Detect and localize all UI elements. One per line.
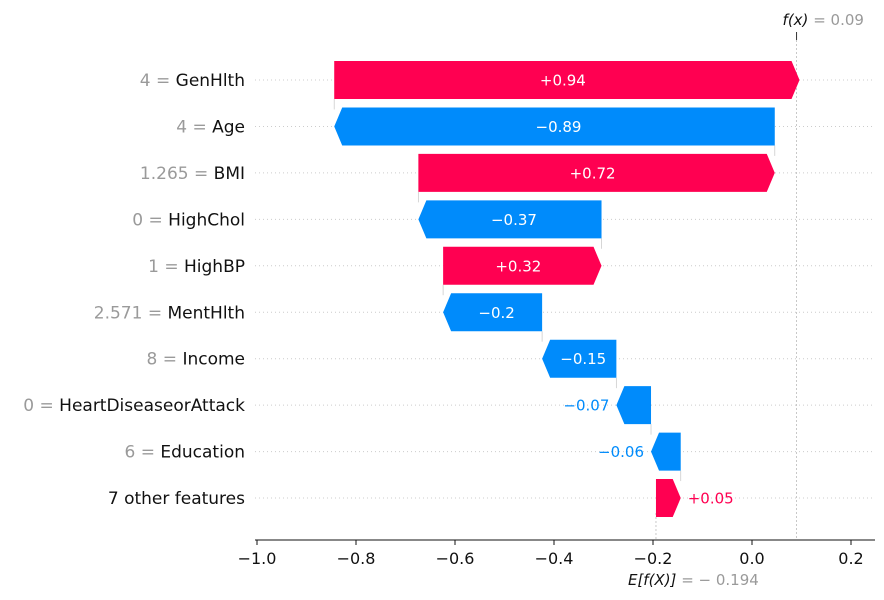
output-value-name: f(x) (783, 11, 809, 29)
feature-eq: = (151, 71, 176, 91)
feature-label: 6 = Education (124, 443, 245, 463)
feature-value: 4 (176, 117, 187, 137)
feature-label: 1 = HighBP (148, 257, 245, 277)
feature-eq: = (189, 164, 214, 184)
x-tick-label: −0.8 (337, 549, 376, 568)
bar-value-label: −0.89 (536, 118, 582, 136)
feature-value: 6 (124, 443, 135, 463)
feature-eq: = (157, 350, 182, 370)
feature-name: BMI (214, 164, 245, 184)
feature-name: HeartDiseaseorAttack (59, 396, 245, 416)
output-value-eq: = (808, 11, 830, 29)
x-tick-label: −1.0 (238, 549, 277, 568)
bar-value-label: +0.72 (570, 164, 616, 182)
feature-value: 2.571 (94, 303, 143, 323)
feature-name: Income (182, 350, 245, 370)
feature-eq: = (34, 396, 59, 416)
bar-value-label: −0.2 (478, 304, 514, 322)
x-tick-label: −0.2 (634, 549, 673, 568)
waterfall-bars: +0.94 −0.89 +0.72 −0.37 +0.32 −0.2 −0.15 −0.07 −… (334, 61, 800, 518)
feature-label: 4 = Age (176, 117, 245, 137)
x-axis: −1.0 −0.8 −0.6 −0.4 −0.2 0.0 0.2 (238, 539, 875, 568)
positive-bar (655, 479, 681, 518)
feature-value: 0 (132, 210, 143, 230)
positive-bar (418, 153, 775, 192)
feature-eq: = (143, 210, 168, 230)
feature-label: 8 = Income (147, 350, 245, 370)
feature-name: 7 other features (108, 489, 245, 509)
feature-label: 0 = HighChol (132, 210, 245, 230)
negative-bar (418, 200, 602, 239)
feature-value: 1.265 (140, 164, 189, 184)
output-value-label: f(x) = 0.09 (783, 11, 864, 29)
feature-label: 1.265 = BMI (140, 164, 245, 184)
feature-value: 0 (23, 396, 34, 416)
feature-eq: = (135, 443, 160, 463)
output-value-number: 0.09 (831, 11, 864, 29)
base-value-name: E[f(X)] (628, 571, 677, 589)
x-tick-label: −0.4 (535, 549, 574, 568)
bar-value-label: −0.37 (491, 211, 537, 229)
bar-value-label: −0.07 (563, 397, 609, 415)
x-tick-label: 0.0 (739, 549, 764, 568)
x-tick-label: −0.6 (436, 549, 475, 568)
feature-eq: = (142, 303, 167, 323)
feature-name: GenHlth (176, 71, 245, 91)
negative-bar (443, 293, 543, 332)
feature-name: Age (212, 117, 245, 137)
feature-value: 1 (148, 257, 159, 277)
base-value-number: − 0.194 (699, 571, 759, 589)
bar-value-label: +0.32 (495, 257, 541, 275)
base-value-eq: = (676, 571, 698, 589)
negative-bar (616, 386, 652, 425)
bar-value-label: −0.06 (598, 443, 644, 461)
feature-label: 7 other features (108, 489, 245, 509)
feature-name: HighBP (184, 257, 245, 277)
feature-label: 4 = GenHlth (140, 71, 245, 91)
bar-value-label: −0.15 (560, 350, 606, 368)
bar-value-label: +0.94 (540, 72, 586, 90)
feature-value: 4 (140, 71, 151, 91)
feature-label: 2.571 = MentHlth (94, 303, 245, 323)
value-annotations: f(x) = 0.09 E[f(X)] = − 0.194 (628, 11, 864, 589)
reference-lines (333, 32, 798, 540)
bar-value-label: +0.05 (688, 490, 734, 508)
base-value-label: E[f(X)] = − 0.194 (628, 571, 759, 589)
feature-value: 8 (147, 350, 158, 370)
feature-name: MentHlth (167, 303, 245, 323)
positive-bar (443, 246, 602, 285)
feature-eq: = (159, 257, 184, 277)
positive-bar (334, 61, 800, 99)
feature-label: 0 = HeartDiseaseorAttack (23, 396, 245, 416)
negative-bar (334, 107, 775, 146)
x-tick-label: 0.2 (838, 549, 863, 568)
feature-name: Education (160, 443, 245, 463)
negative-bar (542, 339, 617, 378)
negative-bar (651, 432, 681, 471)
feature-name: HighChol (168, 210, 245, 230)
feature-eq: = (187, 117, 212, 137)
